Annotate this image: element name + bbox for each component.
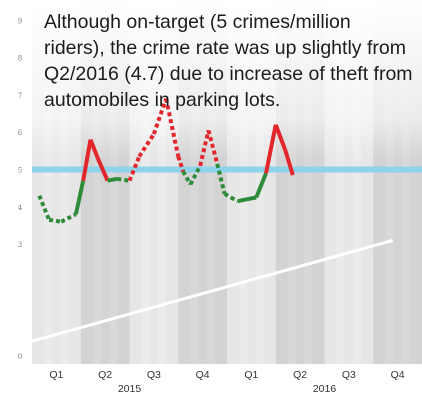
series-segment (264, 124, 278, 174)
band-stripe (353, 0, 361, 364)
series-segment (37, 194, 51, 221)
quarter-bands (32, 0, 422, 364)
band-stripe (385, 0, 394, 364)
series-segment (117, 176, 130, 183)
x-tick-label: Q2 (293, 369, 307, 381)
x-tick-label: Q1 (49, 369, 63, 381)
band-stripe (190, 0, 199, 364)
series-segment (254, 172, 268, 199)
series-segment (81, 139, 93, 182)
series-segment (229, 195, 239, 203)
crime-rate-series (37, 97, 295, 224)
band-stripe (60, 0, 69, 364)
y-tick-label: 8 (18, 55, 22, 63)
x-tick-label: Q3 (342, 369, 356, 381)
y-tick-label: 0 (18, 353, 22, 361)
series-segment (223, 192, 232, 200)
y-tick-label: 3 (18, 241, 22, 249)
band-stripe (304, 0, 313, 364)
top-fade (32, 0, 422, 160)
x-tick-label: Q1 (244, 369, 258, 381)
series-segment (246, 195, 257, 202)
year-label: 2016 (313, 383, 337, 393)
series-segment (273, 124, 288, 152)
year-label: 2015 (118, 383, 142, 393)
series-segment (176, 155, 186, 172)
y-tick-label: 9 (18, 17, 22, 25)
x-tick-label: Q3 (147, 369, 161, 381)
y-axis-ticks: 0345678910 (18, 17, 23, 361)
trend-line (12, 238, 394, 349)
series-segment (151, 97, 168, 135)
series-segment (107, 176, 118, 183)
band-stripe (401, 0, 410, 364)
series-segment (48, 217, 62, 224)
series-segment (215, 163, 227, 195)
series-segment (237, 197, 247, 204)
series-segment (127, 155, 142, 182)
band-stripe (141, 0, 150, 364)
x-tick-label: Q2 (98, 369, 112, 381)
series-segment (188, 164, 202, 186)
band-stripe (206, 0, 215, 364)
trend-layer (12, 238, 394, 349)
band-stripe (255, 0, 264, 364)
series-segment (198, 129, 211, 167)
series-segment (137, 132, 156, 158)
x-tick-label: Q4 (391, 369, 405, 381)
band-stripe (288, 0, 296, 364)
band-stripe (109, 0, 118, 364)
y-tick-label: 6 (18, 129, 23, 137)
series-segment (283, 150, 295, 176)
band-stripe (239, 0, 248, 364)
series-segment (206, 129, 220, 165)
target-line (32, 166, 422, 173)
target-layer (32, 166, 422, 173)
series-segment (164, 98, 181, 157)
x-axis-ticks: Q1 Q2 Q3 Q4 Q1 Q2 Q3 Q4 2015 2016 (49, 369, 404, 393)
series-segment (73, 180, 86, 215)
band-stripe (336, 0, 345, 364)
band-stripe (93, 0, 101, 364)
series-segment (95, 157, 110, 182)
band-stripe (44, 0, 53, 364)
series-segment (88, 138, 100, 160)
y-tick-label: 7 (18, 92, 22, 100)
series-segment (60, 212, 77, 224)
x-tick-label: Q4 (196, 369, 210, 381)
y-tick-label: 4 (18, 204, 23, 212)
chart-annotation: Although on-target (5 crimes/million rid… (44, 11, 413, 111)
y-tick-label: 5 (18, 167, 22, 175)
series-segment (181, 170, 193, 186)
band-stripe (158, 0, 166, 364)
